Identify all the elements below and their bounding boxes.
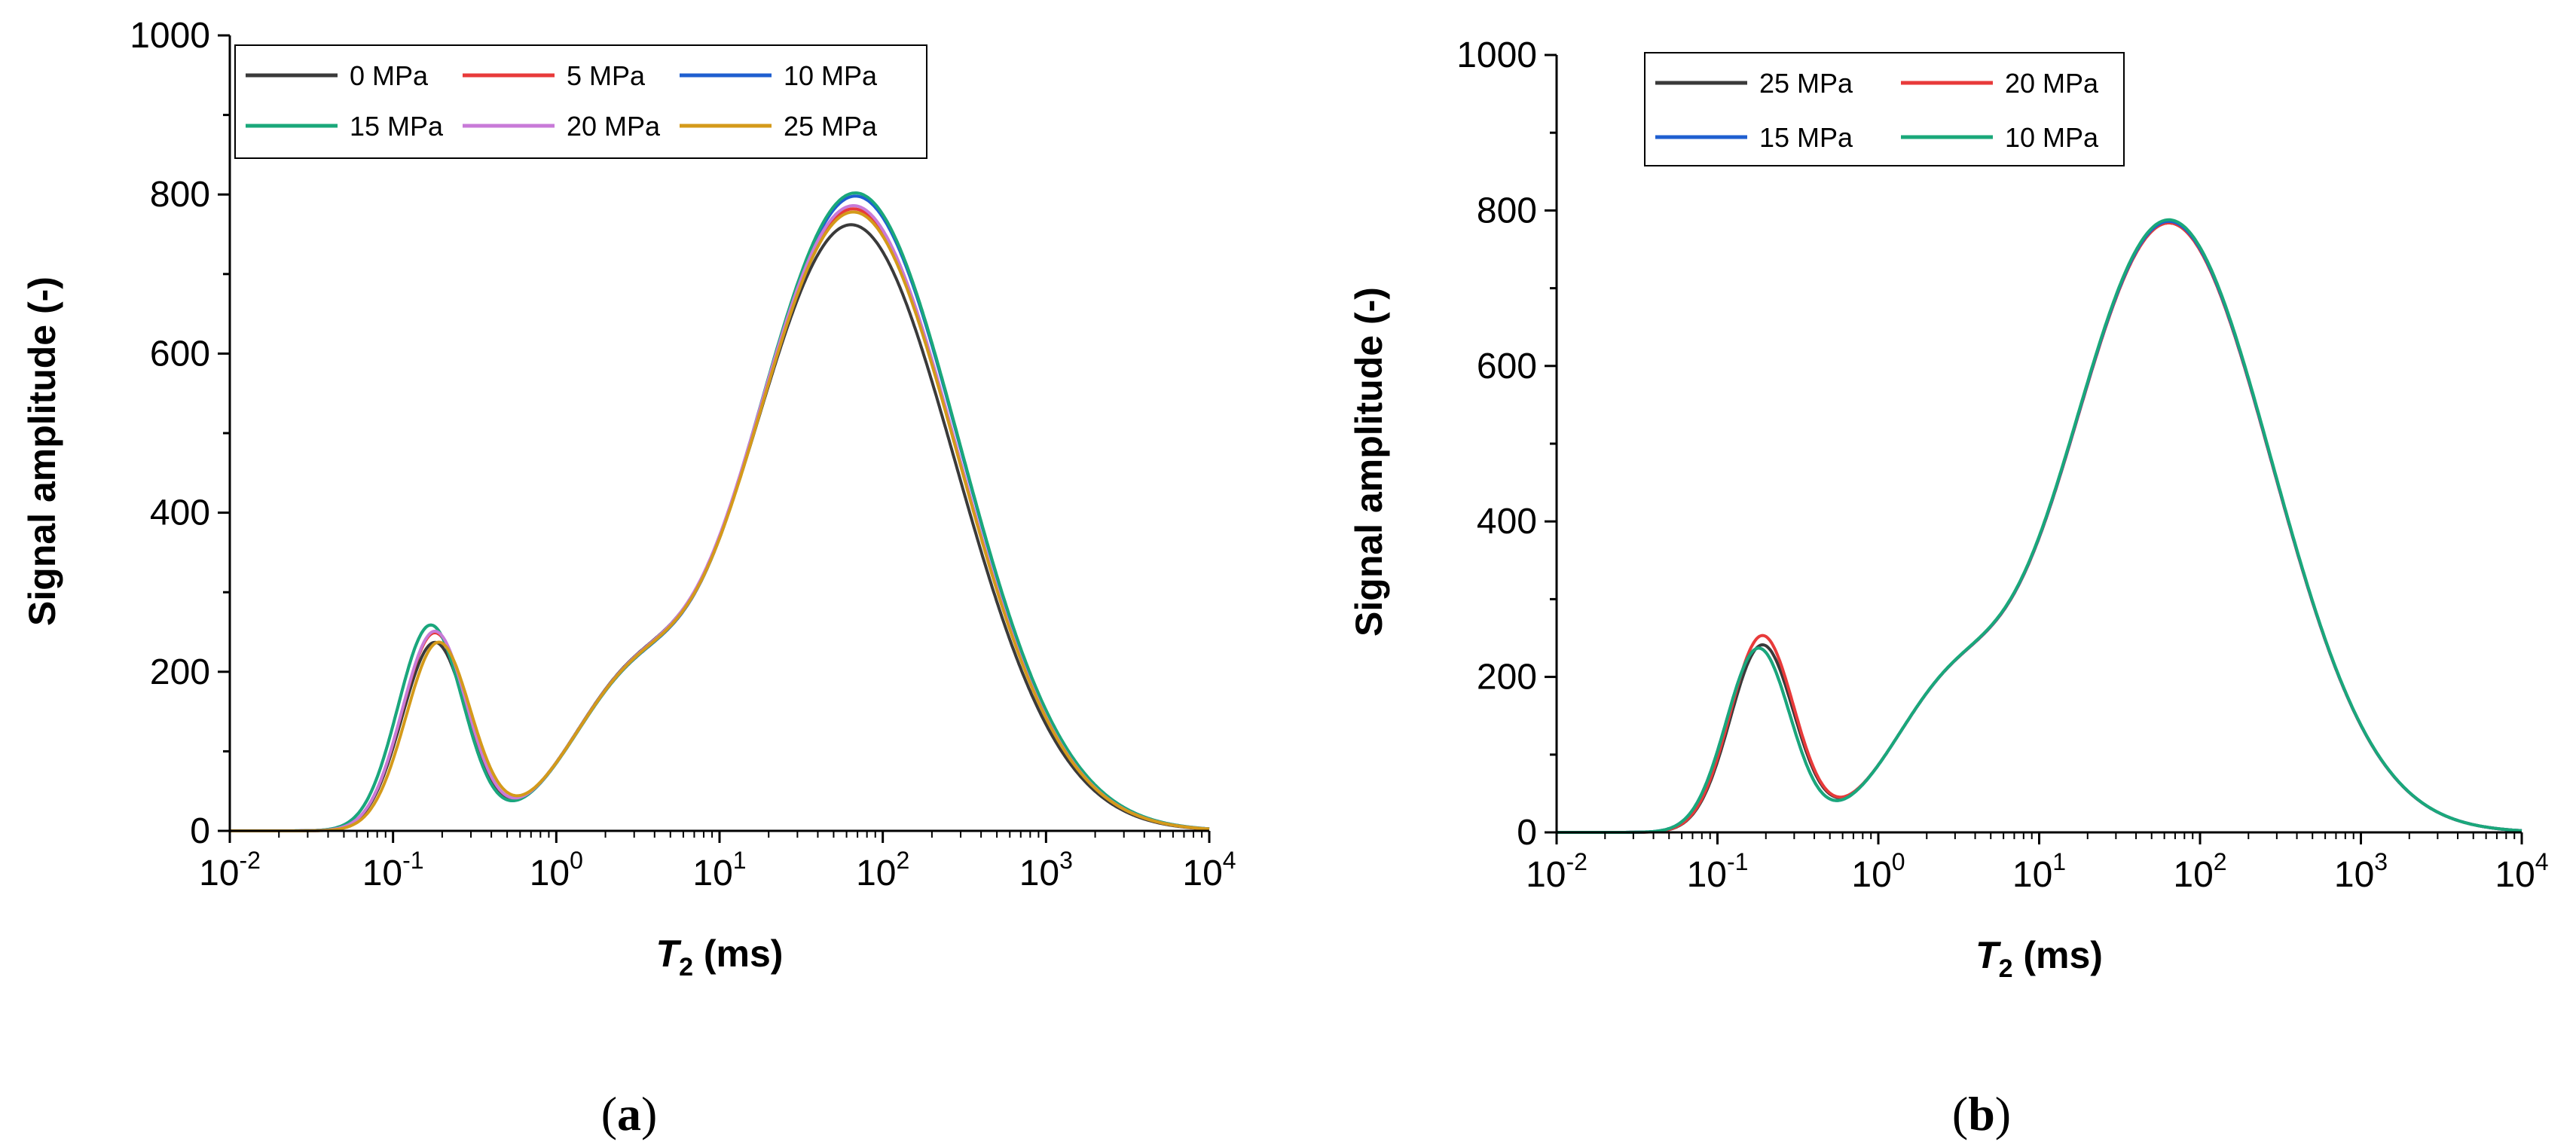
x-tick-label: 104 [2495, 848, 2548, 895]
legend-label: 25 MPa [1759, 68, 1853, 99]
legend-label: 15 MPa [1759, 122, 1853, 153]
legend-label: 20 MPa [2005, 68, 2099, 99]
y-tick-label: 800 [1477, 191, 1537, 231]
y-tick-label: 0 [1517, 813, 1537, 853]
panel-caption: (b) [1952, 1087, 2011, 1140]
series-line-10-mpa [1557, 218, 2523, 834]
x-tick-label: 100 [1851, 848, 1905, 895]
chart-panel-a: 0 200 400 600 800 1000 10-2 10-1 100 101 102 103 104… [21, 16, 1236, 1140]
series-line-25-mpa [230, 210, 1210, 832]
y-axis-title: Signal amplitude (-) [1348, 287, 1390, 637]
series-line-15-mpa [230, 191, 1210, 832]
x-tick-label: 10-1 [1687, 848, 1749, 895]
legend-label: 20 MPa [567, 111, 661, 142]
y-tick-label: 0 [190, 811, 210, 851]
legend-box [1644, 52, 2125, 166]
x-tick-label: 104 [1182, 847, 1236, 893]
chart-panel-b: 0 200 400 600 800 1000 10-2 10-1 100 101 102 103 104… [1348, 35, 2549, 1140]
x-tick-label: 10-1 [362, 847, 424, 893]
y-tick-label: 200 [1477, 658, 1537, 698]
legend-label: 15 MPa [350, 111, 444, 142]
y-tick-label: 1000 [130, 16, 210, 56]
y-tick-label: 400 [150, 493, 210, 533]
y-tick-label: 800 [150, 175, 210, 215]
x-tick-label: 100 [530, 847, 583, 893]
legend-label: 0 MPa [350, 60, 429, 91]
y-axis-title: Signal amplitude (-) [21, 276, 63, 626]
y-tick-label: 1000 [1456, 35, 1537, 75]
legend-label: 10 MPa [784, 60, 878, 91]
x-tick-label: 101 [692, 847, 746, 893]
legend-box [234, 44, 927, 159]
x-axis-title: T2 (ms) [656, 933, 784, 982]
x-tick-label: 10-2 [1526, 848, 1587, 895]
series-line-25-mpa [1557, 221, 2523, 834]
series-line-10-mpa [230, 194, 1210, 832]
legend-label: 10 MPa [2005, 122, 2099, 153]
y-tick-label: 200 [150, 652, 210, 692]
x-tick-label: 102 [856, 847, 909, 893]
series-line-20-mpa [1557, 221, 2523, 834]
x-tick-label: 10-2 [199, 847, 261, 893]
series-line-5-mpa [230, 207, 1210, 832]
y-tick-label: 600 [1477, 347, 1537, 386]
x-axis-title: T2 (ms) [1976, 934, 2103, 983]
legend-label: 5 MPa [567, 60, 646, 91]
x-tick-label: 101 [2012, 848, 2066, 895]
y-tick-label: 600 [150, 334, 210, 374]
legend-label: 25 MPa [784, 111, 878, 142]
panel-caption: (a) [601, 1087, 658, 1140]
y-tick-label: 400 [1477, 502, 1537, 542]
series-line-20-mpa [230, 204, 1210, 832]
x-tick-label: 103 [2334, 848, 2388, 895]
series-line-15-mpa [1557, 219, 2523, 834]
x-tick-label: 103 [1019, 847, 1073, 893]
x-tick-label: 102 [2173, 848, 2226, 895]
